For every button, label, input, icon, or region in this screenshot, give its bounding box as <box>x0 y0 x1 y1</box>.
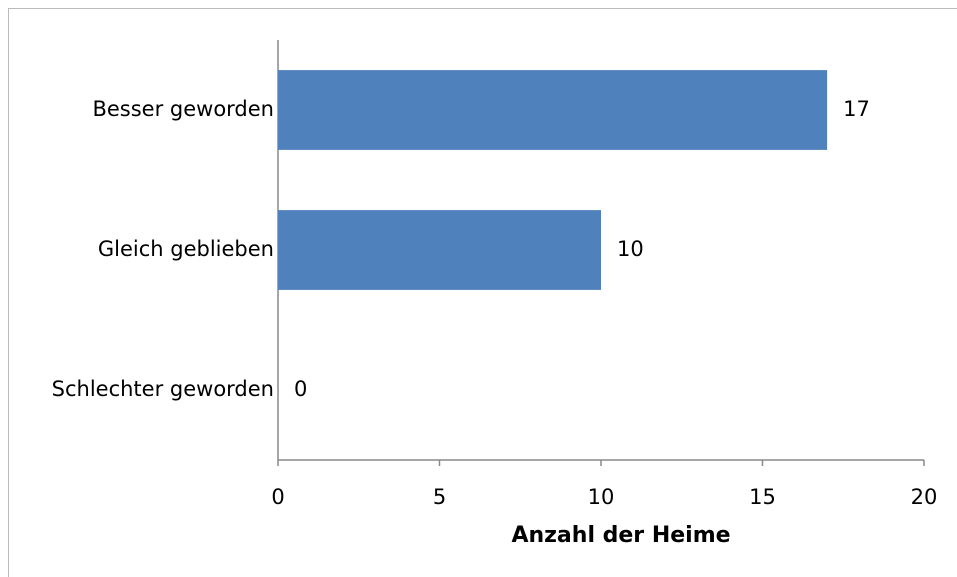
y-tick-label: Besser geworden <box>92 97 274 121</box>
x-tick-label: 0 <box>271 485 284 509</box>
chart-frame <box>8 8 957 577</box>
data-label: 0 <box>294 377 307 401</box>
x-tick-label: 20 <box>911 485 938 509</box>
x-tick-label: 10 <box>588 485 615 509</box>
data-label: 10 <box>617 237 644 261</box>
bar <box>278 210 601 290</box>
x-tick-label: 15 <box>749 485 776 509</box>
data-label: 17 <box>843 97 870 121</box>
y-tick-label: Gleich geblieben <box>98 237 274 261</box>
x-tick-label: 5 <box>433 485 446 509</box>
bar <box>278 70 828 150</box>
y-tick-label: Schlechter geworden <box>52 377 274 401</box>
x-axis-title: Anzahl der Heime <box>511 523 730 548</box>
